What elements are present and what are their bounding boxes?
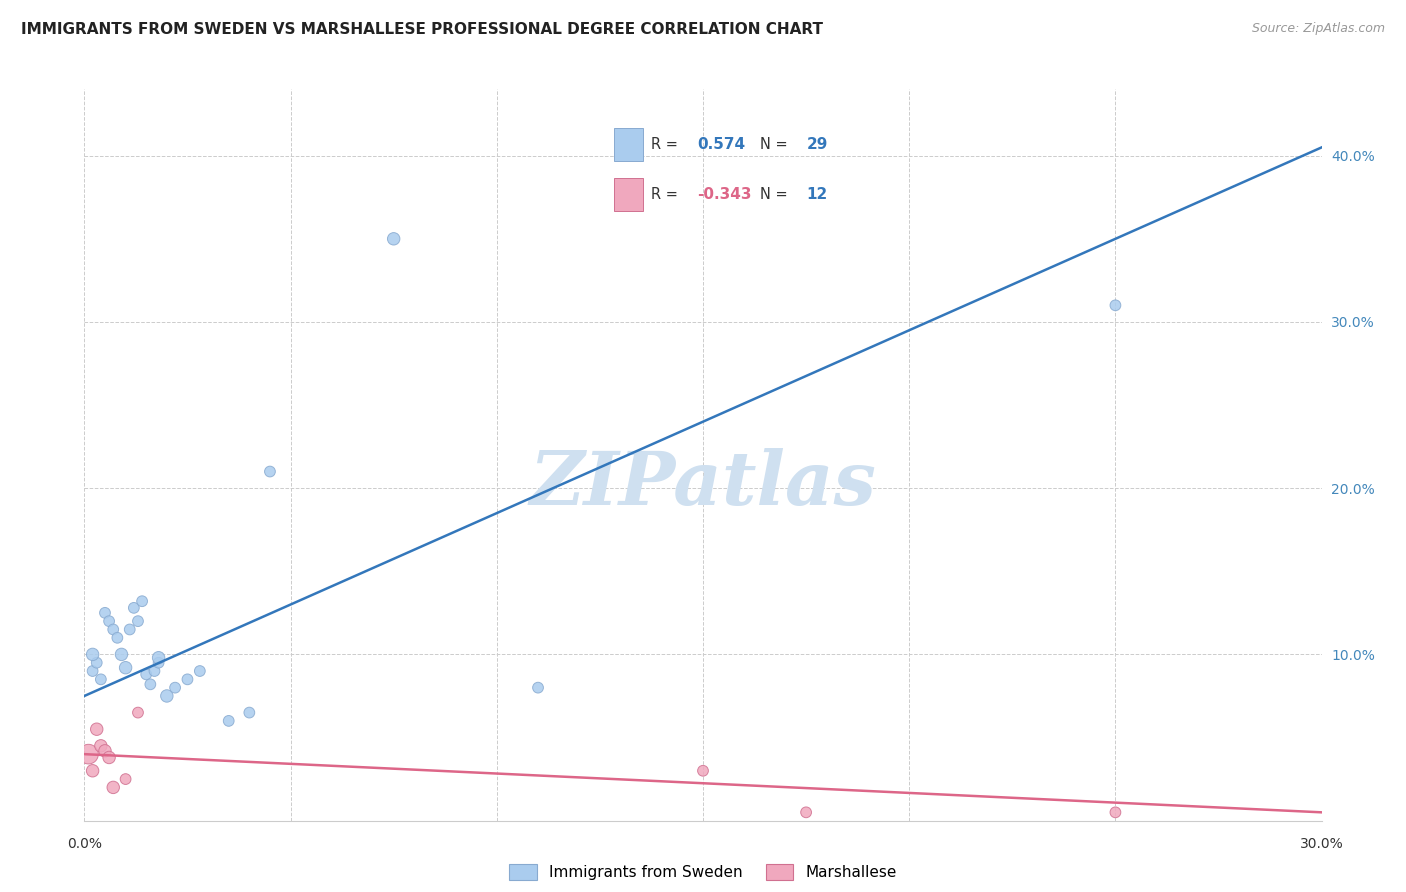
Point bbox=[77, 747, 100, 761]
Point bbox=[148, 650, 170, 665]
Point bbox=[259, 465, 281, 479]
Point bbox=[122, 600, 145, 615]
Point bbox=[90, 739, 112, 753]
Point bbox=[135, 667, 157, 681]
Point bbox=[82, 764, 104, 778]
Point bbox=[176, 673, 198, 687]
Text: 30.0%: 30.0% bbox=[1299, 837, 1344, 851]
Point bbox=[82, 664, 104, 678]
Point bbox=[1104, 805, 1126, 820]
Point bbox=[114, 661, 136, 675]
Point bbox=[94, 744, 117, 758]
Point bbox=[94, 606, 117, 620]
Point bbox=[86, 656, 108, 670]
Point bbox=[188, 664, 211, 678]
Text: IMMIGRANTS FROM SWEDEN VS MARSHALLESE PROFESSIONAL DEGREE CORRELATION CHART: IMMIGRANTS FROM SWEDEN VS MARSHALLESE PR… bbox=[21, 22, 823, 37]
Y-axis label: Professional Degree: Professional Degree bbox=[0, 385, 7, 524]
Text: 0.0%: 0.0% bbox=[67, 837, 101, 851]
Point bbox=[114, 772, 136, 786]
Point bbox=[156, 689, 179, 703]
Point bbox=[218, 714, 240, 728]
Point bbox=[127, 706, 149, 720]
Point bbox=[103, 623, 125, 637]
Point bbox=[118, 623, 141, 637]
Point bbox=[165, 681, 187, 695]
Point bbox=[139, 677, 162, 691]
Text: Source: ZipAtlas.com: Source: ZipAtlas.com bbox=[1251, 22, 1385, 36]
Point bbox=[127, 614, 149, 628]
Point bbox=[90, 673, 112, 687]
Point bbox=[110, 648, 132, 662]
Point bbox=[131, 594, 153, 608]
Point bbox=[692, 764, 714, 778]
Point bbox=[98, 750, 121, 764]
Point bbox=[86, 723, 108, 737]
Point bbox=[1104, 298, 1126, 312]
Point bbox=[105, 631, 128, 645]
Point bbox=[148, 656, 170, 670]
Point bbox=[382, 232, 405, 246]
Text: ZIPatlas: ZIPatlas bbox=[530, 448, 876, 520]
Point bbox=[98, 614, 121, 628]
Point bbox=[143, 664, 166, 678]
Point bbox=[82, 648, 104, 662]
Point bbox=[103, 780, 125, 795]
Point bbox=[527, 681, 550, 695]
Legend: Immigrants from Sweden, Marshallese: Immigrants from Sweden, Marshallese bbox=[503, 858, 903, 886]
Point bbox=[794, 805, 817, 820]
Point bbox=[238, 706, 260, 720]
